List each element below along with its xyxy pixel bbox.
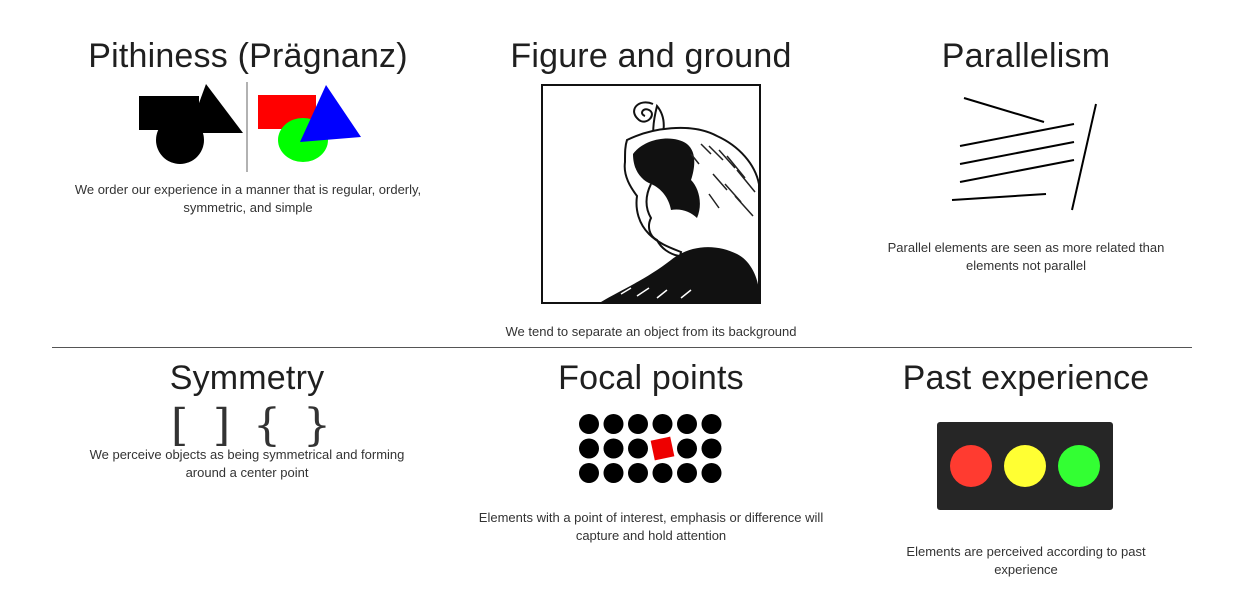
figure-hatching bbox=[690, 143, 756, 217]
focal-dot bbox=[652, 463, 673, 483]
focal-dot bbox=[677, 414, 697, 434]
focal-points-title: Focal points bbox=[558, 359, 744, 397]
pithiness-caption-line-1: We order our experience in a manner that… bbox=[74, 182, 422, 197]
figure-face bbox=[645, 183, 680, 257]
parallel-line-1 bbox=[963, 97, 1045, 123]
symmetry-brace-open: { bbox=[253, 400, 281, 451]
focal-points-caption-line-2: capture and hold attention bbox=[575, 528, 727, 543]
focal-dot bbox=[603, 438, 624, 459]
focal-dot bbox=[579, 463, 599, 483]
traffic-light-illustration bbox=[937, 422, 1113, 510]
parallel-line-3 bbox=[959, 141, 1075, 165]
past-experience-title: Past experience bbox=[902, 359, 1150, 397]
focal-dot bbox=[677, 438, 697, 459]
figure-ground-panel: Figure and ground We tend to separate an… bbox=[451, 36, 851, 346]
section-divider bbox=[52, 347, 1192, 348]
figure-ground-illustration bbox=[541, 84, 761, 304]
parallel-line-5 bbox=[951, 193, 1047, 201]
focal-dot bbox=[701, 414, 722, 434]
past-experience-caption-line-2: experience bbox=[994, 562, 1058, 577]
focal-dot bbox=[628, 463, 648, 483]
focal-dot bbox=[579, 438, 599, 459]
figure-collar bbox=[601, 247, 759, 302]
focal-dot bbox=[652, 414, 673, 434]
parallel-line-4 bbox=[959, 159, 1075, 183]
pithiness-blue-triangle bbox=[300, 85, 361, 142]
symmetry-brace-close: } bbox=[303, 400, 331, 451]
focal-dot-grid bbox=[579, 414, 722, 483]
pithiness-black-triangle bbox=[188, 84, 243, 133]
focal-dot bbox=[603, 414, 624, 434]
parallel-line-2 bbox=[959, 123, 1075, 147]
symmetry-panel: Symmetry [ ] { } We perceive objects as … bbox=[47, 358, 447, 488]
symmetry-bracket-close: ] bbox=[213, 400, 231, 451]
symmetry-caption-line-2: around a center point bbox=[185, 465, 309, 480]
parallelism-caption-line-1: Parallel elements are seen as more relat… bbox=[887, 240, 1165, 255]
pithiness-title: Pithiness (Prägnanz) bbox=[88, 37, 408, 75]
symmetry-title: Symmetry bbox=[169, 359, 325, 397]
focal-dot bbox=[628, 438, 648, 459]
focal-dot bbox=[677, 463, 697, 483]
parallelism-illustration bbox=[951, 97, 1097, 211]
figure-hair bbox=[633, 138, 700, 218]
focal-dot bbox=[579, 414, 599, 434]
symmetry-bracket-open: [ bbox=[171, 400, 189, 451]
traffic-light-yellow bbox=[1004, 445, 1046, 487]
pithiness-illustration bbox=[139, 82, 361, 172]
figure-ground-caption: We tend to separate an object from its b… bbox=[505, 324, 797, 339]
parallel-line-6 bbox=[1071, 103, 1097, 211]
focal-dot bbox=[701, 438, 722, 459]
parallelism-title: Parallelism bbox=[941, 37, 1111, 75]
focal-red-square bbox=[650, 436, 675, 461]
parallelism-panel: Parallelism Parallel elements are seen a… bbox=[826, 36, 1226, 286]
focal-dot bbox=[603, 463, 624, 483]
pithiness-caption-line-2: symmetric, and simple bbox=[183, 200, 313, 215]
figure-ground-title: Figure and ground bbox=[510, 37, 792, 75]
traffic-light-red bbox=[950, 445, 992, 487]
past-experience-caption-line-1: Elements are perceived according to past bbox=[906, 544, 1146, 559]
focal-dot bbox=[628, 414, 648, 434]
parallelism-caption-line-2: elements not parallel bbox=[966, 258, 1086, 273]
focal-points-caption-line-1: Elements with a point of interest, empha… bbox=[478, 510, 824, 525]
symmetry-caption-line-1: We perceive objects as being symmetrical… bbox=[89, 447, 405, 462]
traffic-light-green bbox=[1058, 445, 1100, 487]
focal-points-panel: Focal points Elements with a point of in… bbox=[451, 358, 851, 548]
pithiness-panel: Pithiness (Prägnanz) We order our experi… bbox=[48, 36, 448, 236]
past-experience-panel: Past experience Elements are perceived a… bbox=[826, 358, 1226, 588]
focal-dot bbox=[701, 463, 722, 483]
